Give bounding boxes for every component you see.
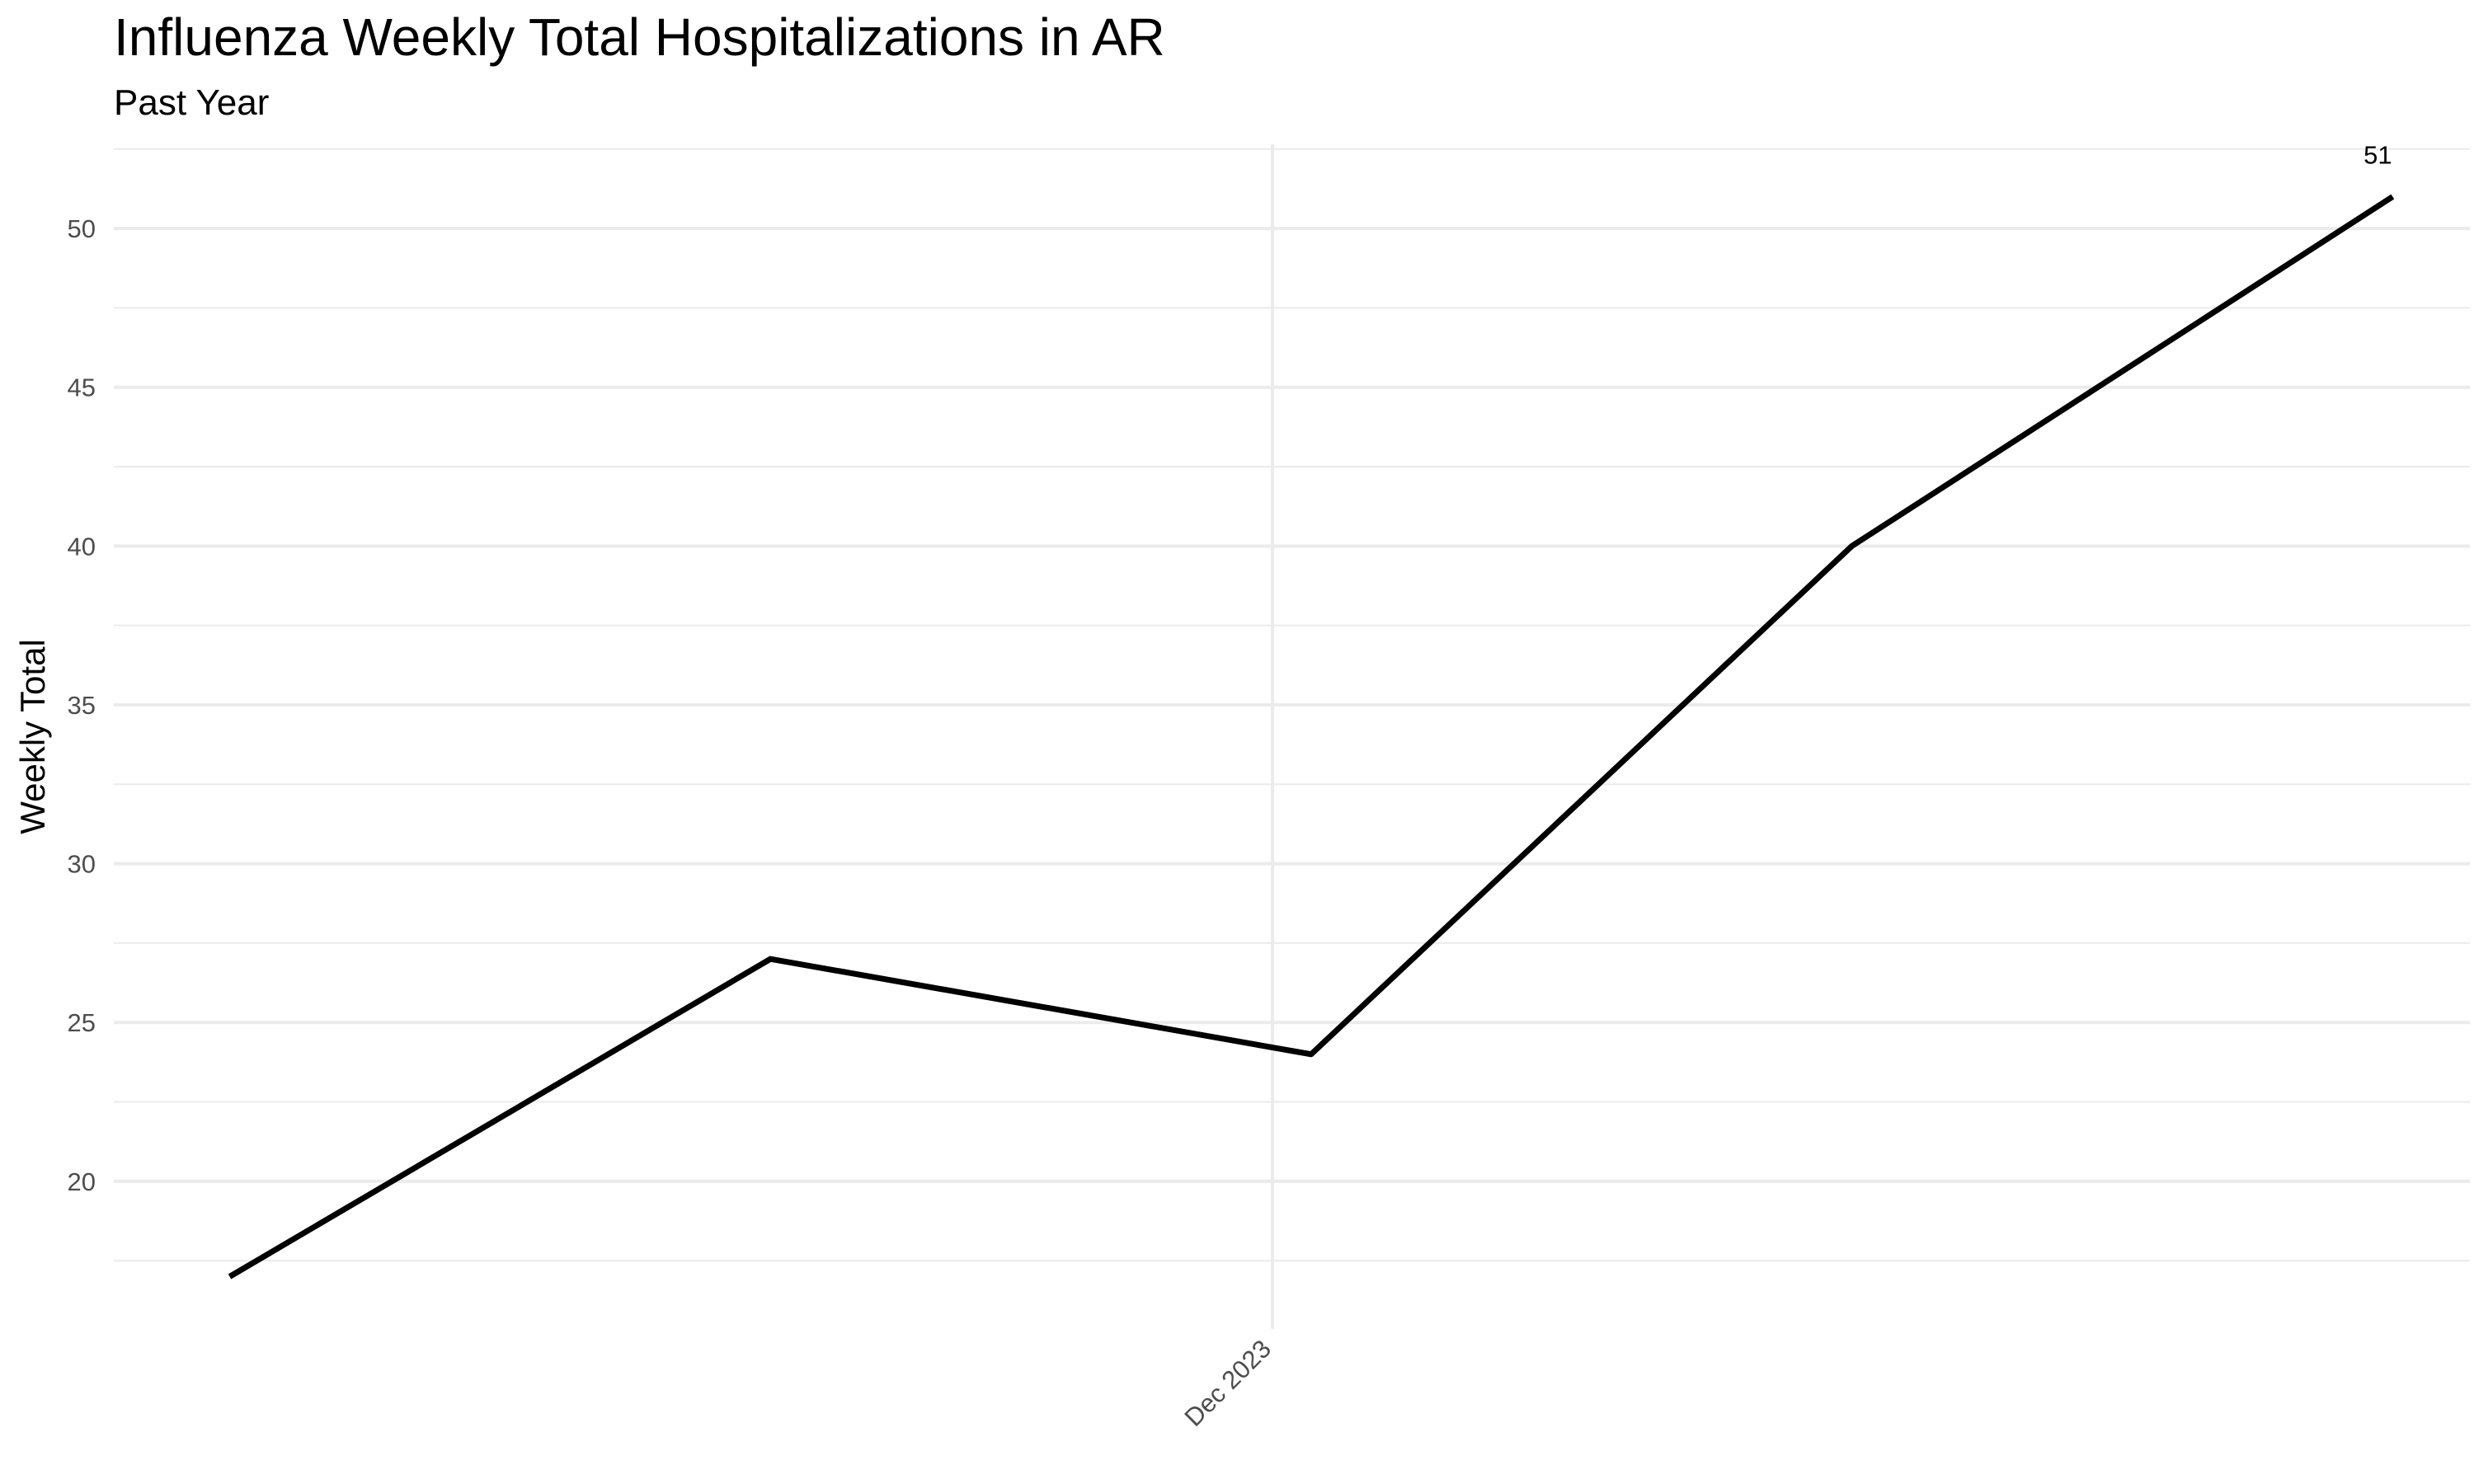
grid-layer [114,144,2470,1329]
label-layer: 51 [2363,141,2392,170]
data-label: 51 [2363,141,2392,170]
series-layer [228,194,2395,1280]
chart-subtitle: Past Year [114,82,270,123]
chart-title: Influenza Weekly Total Hospitalizations … [114,7,1165,67]
y-axis-label: Weekly Total [13,639,52,834]
y-tick-label: 20 [68,1167,96,1196]
y-tick-label: 25 [68,1008,96,1037]
axis-layer: 20 25 30 35 40 45 50 Dec 2023 [68,214,1277,1432]
y-tick-label: 50 [68,214,96,243]
y-tick-label: 30 [68,850,96,879]
y-tick-label: 35 [68,691,96,720]
series-line [228,194,2395,1280]
y-tick-label: 45 [68,373,96,402]
x-tick-label: Dec 2023 [1178,1334,1277,1432]
y-tick-label: 40 [68,532,96,561]
